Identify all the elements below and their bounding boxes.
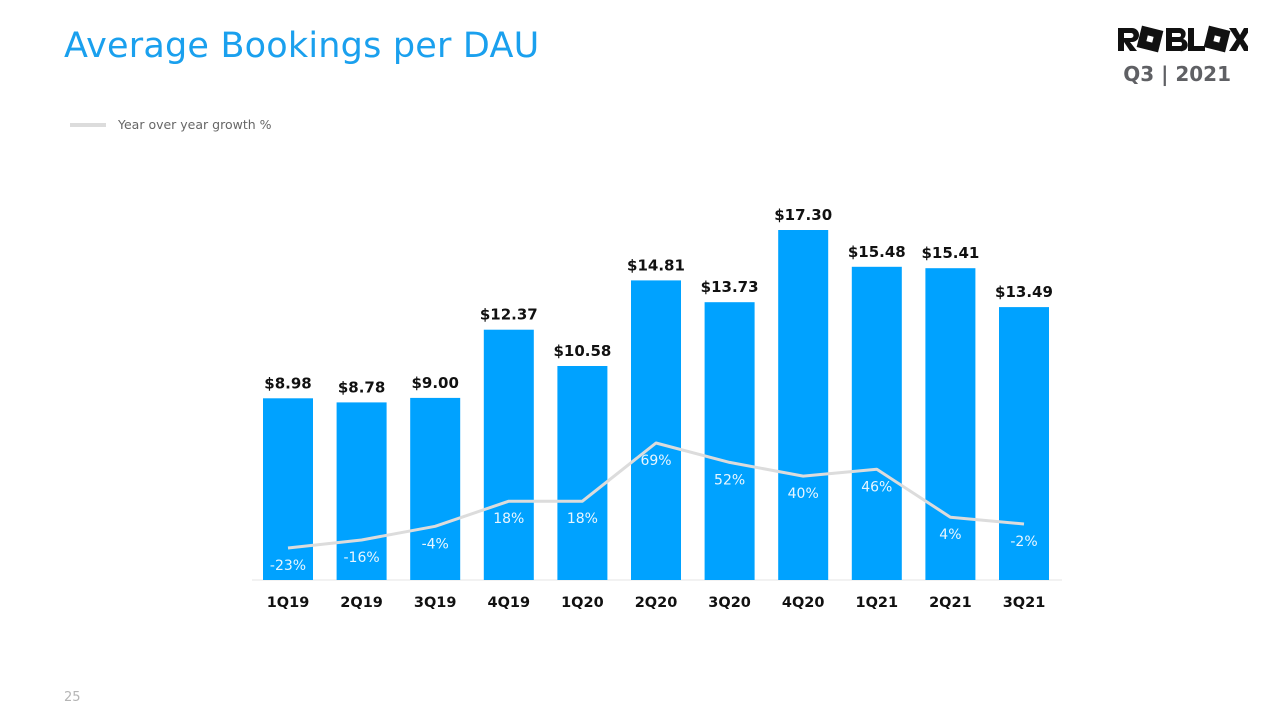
growth-label: 52% (714, 472, 745, 488)
value-label: $12.37 (480, 306, 538, 324)
bar-1q19 (263, 398, 313, 580)
growth-label: -2% (1010, 534, 1037, 550)
bar-1q21 (851, 266, 902, 580)
category-label: 1Q20 (561, 595, 604, 611)
category-label: 2Q20 (635, 595, 678, 611)
value-label: $13.73 (701, 278, 759, 296)
bar-2q21 (925, 268, 976, 580)
growth-label: 46% (861, 479, 892, 495)
category-label: 1Q19 (267, 595, 310, 611)
value-label: $14.81 (627, 256, 685, 274)
value-label: $17.30 (774, 206, 832, 224)
category-label: 1Q21 (856, 595, 899, 611)
category-label: 3Q21 (1003, 595, 1046, 611)
growth-label: -23% (270, 558, 306, 574)
page-title: Average Bookings per DAU (64, 26, 540, 66)
growth-label: -4% (422, 536, 449, 552)
value-label: $10.58 (553, 342, 611, 360)
bar-4q19 (483, 329, 534, 580)
category-label: 4Q20 (782, 595, 825, 611)
growth-label: 4% (939, 527, 961, 543)
value-label: $8.78 (338, 378, 385, 396)
bar-2q19 (336, 402, 387, 580)
value-label: $13.49 (995, 283, 1053, 301)
category-label: 4Q19 (488, 595, 531, 611)
category-label: 3Q20 (708, 595, 751, 611)
growth-label: 69% (640, 453, 671, 469)
legend-label: Year over year growth % (118, 117, 272, 132)
bar-1q20 (557, 366, 608, 580)
bar-3q20 (704, 302, 755, 580)
legend-line-swatch (70, 122, 106, 127)
category-label: 2Q19 (340, 595, 383, 611)
value-label: $9.00 (411, 374, 458, 392)
chart-legend: Year over year growth % (70, 117, 272, 132)
period-label: Q3 | 2021 (1123, 62, 1231, 86)
bar-2q20 (631, 280, 681, 580)
bar-3q19 (410, 397, 461, 580)
roblox-logo (1118, 25, 1248, 53)
bar-4q20 (778, 230, 829, 580)
growth-label: 40% (788, 486, 819, 502)
growth-label: 18% (567, 511, 598, 527)
growth-label: 18% (493, 511, 524, 527)
value-label: $15.41 (921, 244, 979, 262)
bar-3q21 (999, 307, 1049, 580)
growth-label: -16% (344, 550, 380, 566)
page-number: 25 (64, 690, 81, 705)
value-label: $8.98 (264, 374, 311, 392)
category-label: 3Q19 (414, 595, 457, 611)
growth-line (287, 441, 1025, 550)
value-label: $15.48 (848, 243, 906, 261)
category-label: 2Q21 (929, 595, 972, 611)
